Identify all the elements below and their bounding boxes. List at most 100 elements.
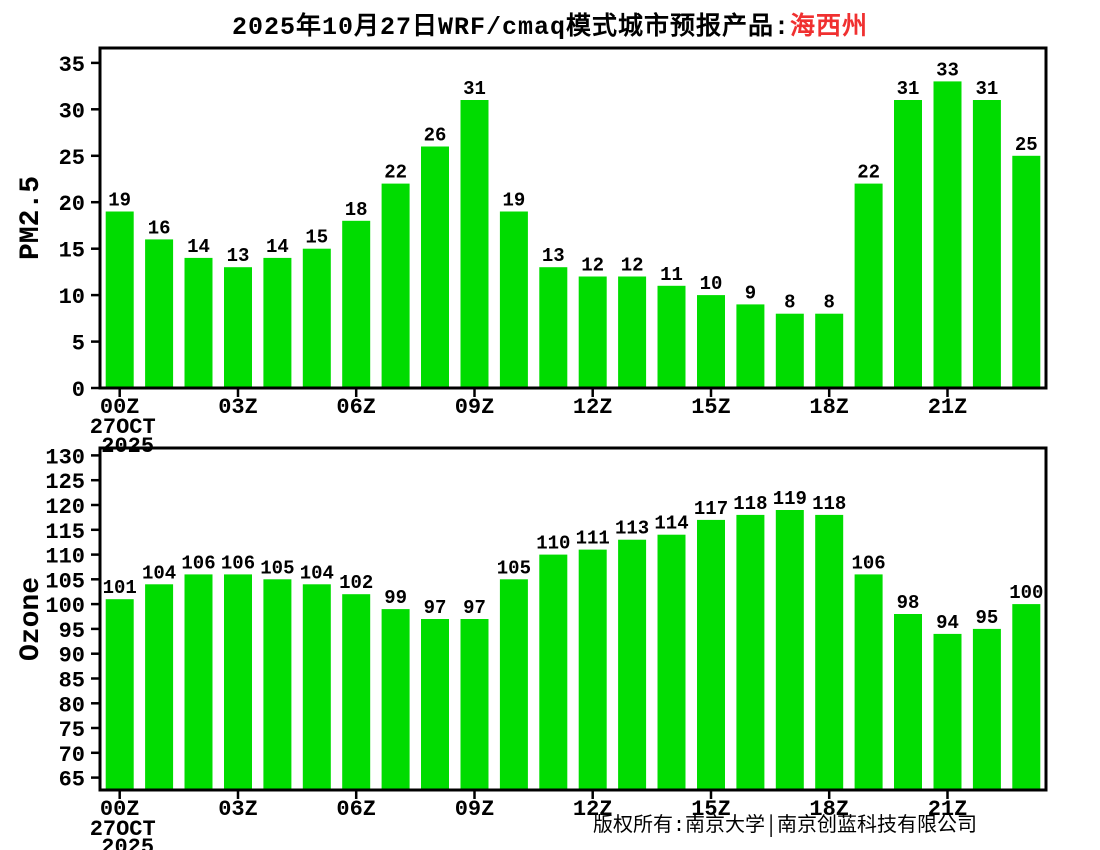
bar: [539, 267, 568, 388]
bar-value-label: 117: [694, 498, 728, 520]
bar: [302, 248, 331, 388]
page-title-text: 2025年10月27日WRF/cmaq模式城市预报产品:: [231, 13, 791, 42]
bar: [145, 239, 174, 388]
bar-value-label: 106: [851, 552, 885, 574]
bar: [105, 211, 134, 388]
bar: [1012, 604, 1041, 790]
bar: [894, 100, 922, 388]
bar: [854, 183, 883, 388]
bar-value-label: 13: [542, 245, 565, 267]
plot-frame: [98, 46, 1048, 390]
bar: [736, 514, 765, 790]
bar: [815, 514, 844, 790]
y-tick-label: 25: [59, 146, 85, 171]
bar-value-label: 118: [812, 493, 846, 515]
x-tick-label: 21Z: [928, 395, 968, 420]
bar-value-label: 106: [181, 552, 215, 574]
bar-value-label: 97: [424, 597, 447, 619]
y-tick-label: 10: [59, 285, 85, 310]
x-tick-label: 18Z: [809, 395, 849, 420]
bar: [224, 574, 252, 790]
bar-value-label: 118: [733, 493, 767, 515]
bar: [381, 183, 410, 388]
y-tick-label: 115: [45, 520, 85, 545]
bar: [460, 619, 489, 790]
x-tick-label: 03Z: [218, 395, 258, 420]
y-tick-label: 70: [59, 743, 85, 768]
bar: [460, 100, 489, 388]
bar: [657, 534, 686, 790]
bar-value-label: 8: [784, 292, 795, 314]
y-tick-label: 80: [59, 693, 85, 718]
y-tick-label: 130: [45, 445, 85, 470]
bar: [618, 276, 647, 388]
bar: [381, 609, 410, 790]
x-tick-label: 09Z: [455, 395, 495, 420]
x-tick-label: 06Z: [336, 797, 376, 822]
bar-value-label: 100: [1009, 582, 1043, 604]
y-tick-label: 90: [59, 644, 85, 669]
bar-value-label: 119: [773, 488, 807, 510]
bar: [184, 257, 213, 388]
bar: [972, 100, 1001, 388]
bar: [421, 146, 449, 388]
y-tick-label: 100: [45, 594, 85, 619]
bar: [933, 81, 962, 389]
x-tick-label: 21Z: [928, 797, 968, 822]
x-axis-date-label: 27OCT: [90, 817, 156, 842]
bar-value-label: 97: [463, 597, 486, 619]
bar-value-label: 114: [654, 513, 688, 535]
bar-value-label: 9: [745, 282, 756, 304]
bar-value-label: 22: [857, 162, 880, 184]
x-tick-label: 09Z: [455, 797, 495, 822]
bar-value-label: 26: [424, 125, 447, 147]
bar: [578, 549, 607, 790]
copyright-text: 版权所有:南京大学│南京创蓝科技有限公司: [593, 815, 978, 838]
bar: [539, 554, 568, 790]
y-tick-label: 125: [45, 470, 85, 495]
x-tick-label: 12Z: [573, 797, 613, 822]
y-tick-label: 120: [45, 495, 85, 520]
x-tick-label: 00Z: [100, 395, 140, 420]
bar-value-label: 104: [300, 562, 334, 584]
bar-value-label: 106: [221, 552, 255, 574]
plot-frame: [98, 446, 1048, 792]
y-tick-label: 65: [59, 768, 85, 793]
x-tick-label: 15Z: [691, 395, 731, 420]
bar: [145, 584, 174, 790]
x-tick-label: 18Z: [809, 797, 849, 822]
bar-value-label: 12: [581, 255, 604, 277]
y-tick-label: 15: [59, 239, 85, 264]
bar-value-label: 12: [621, 255, 644, 277]
bar-value-label: 8: [823, 292, 834, 314]
bar-value-label: 13: [227, 245, 250, 267]
x-axis-date-label: 27OCT: [90, 415, 156, 440]
bar-value-label: 105: [497, 557, 531, 579]
bar: [342, 220, 371, 388]
page-title-city: 海西州: [790, 13, 869, 42]
bar: [697, 519, 725, 790]
bar: [894, 614, 922, 790]
y-tick-label: 0: [72, 378, 85, 403]
x-tick-label: 00Z: [100, 797, 140, 822]
y-tick-label: 35: [59, 53, 85, 78]
bar: [302, 584, 331, 790]
bar-value-label: 19: [108, 190, 131, 212]
bar-value-label: 101: [103, 577, 137, 599]
x-tick-label: 12Z: [573, 395, 613, 420]
bar: [578, 276, 607, 388]
bar-value-label: 16: [148, 217, 171, 239]
bar-value-label: 10: [700, 273, 723, 295]
y-tick-label: 20: [59, 192, 85, 217]
y-tick-label: 5: [72, 332, 85, 357]
bar: [184, 574, 213, 790]
ozone-axis-title: Ozone: [16, 577, 47, 661]
bar: [342, 594, 371, 790]
bar: [775, 510, 804, 790]
bar: [736, 304, 765, 388]
bar-value-label: 18: [345, 199, 368, 221]
bar-value-label: 11: [660, 264, 683, 286]
bar-value-label: 31: [897, 78, 920, 100]
